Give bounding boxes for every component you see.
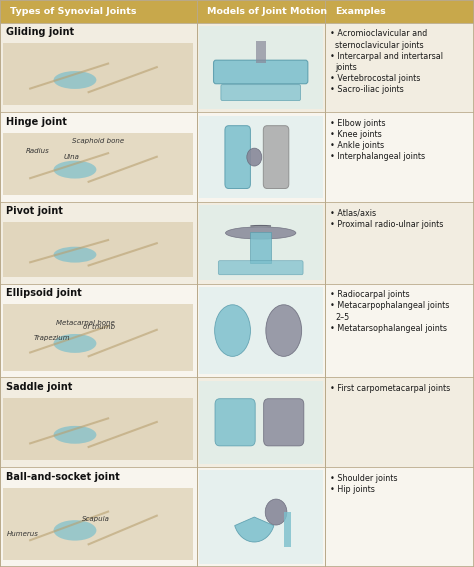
Bar [197,202,325,284]
Text: • Ankle joints: • Ankle joints [330,141,384,150]
Ellipse shape [54,426,96,444]
Ellipse shape [266,304,301,357]
Bar [325,467,474,567]
Bar [0,284,197,378]
Bar [0,467,197,567]
FancyBboxPatch shape [215,399,255,446]
Bar [3,398,193,460]
Bar [250,232,271,263]
Text: Scapula: Scapula [82,516,110,522]
Bar [3,304,193,371]
Bar [325,23,474,112]
Text: • First carpometacarpal joints: • First carpometacarpal joints [330,384,451,393]
FancyBboxPatch shape [219,261,303,275]
Bar [199,287,323,374]
Text: • Shoulder joints: • Shoulder joints [330,474,398,483]
Text: • Atlas/axis: • Atlas/axis [330,209,376,218]
Text: Ulna: Ulna [64,154,80,160]
Bar [325,112,474,202]
Bar [197,467,325,567]
Text: joints: joints [335,63,357,71]
Bar [0,202,197,284]
Bar [199,26,323,109]
Wedge shape [235,517,274,542]
Text: Radius: Radius [26,149,50,154]
Text: 2–5: 2–5 [335,312,349,321]
Ellipse shape [54,160,96,179]
Text: Pivot joint: Pivot joint [6,206,63,217]
Bar [325,284,474,378]
Text: of thumb: of thumb [83,324,115,330]
Bar [197,378,325,467]
Text: • Hip joints: • Hip joints [330,485,375,494]
Text: Metacarpal bone: Metacarpal bone [56,320,115,326]
Bar [0,112,197,202]
Bar [3,222,193,277]
Text: Scaphoid bone: Scaphoid bone [72,138,124,144]
Bar [199,205,323,280]
Ellipse shape [54,334,96,353]
Bar [199,116,323,198]
Text: • Interphalangeal joints: • Interphalangeal joints [330,153,426,161]
Bar [325,378,474,467]
Text: • Intercarpal and intertarsal: • Intercarpal and intertarsal [330,52,443,61]
FancyBboxPatch shape [225,126,250,188]
FancyBboxPatch shape [264,399,304,446]
Bar [325,0,474,23]
Bar [197,23,325,112]
Text: • Metatarsophalangeal joints: • Metatarsophalangeal joints [330,324,447,333]
Bar [3,488,193,560]
Ellipse shape [54,247,96,263]
Bar [197,112,325,202]
Text: • Proximal radio-ulnar joints: • Proximal radio-ulnar joints [330,220,444,229]
Bar [197,0,325,23]
Bar [199,381,323,464]
FancyBboxPatch shape [221,84,301,100]
Text: Ball-and-socket joint: Ball-and-socket joint [6,472,119,481]
Text: • Vertebrocostal joints: • Vertebrocostal joints [330,74,421,83]
Bar [3,133,193,195]
Ellipse shape [54,71,96,89]
Text: Humerus: Humerus [7,531,39,536]
Text: Types of Synovial Joints: Types of Synovial Joints [10,7,137,16]
Text: sternoclavicular joints: sternoclavicular joints [335,41,424,49]
Ellipse shape [54,520,96,540]
FancyBboxPatch shape [213,60,308,84]
Text: • Acromioclavicular and: • Acromioclavicular and [330,29,428,39]
Text: Models of Joint Motion: Models of Joint Motion [207,7,327,16]
Text: • Elbow joints: • Elbow joints [330,119,386,128]
Text: • Knee joints: • Knee joints [330,130,382,139]
Text: Ellipsoid joint: Ellipsoid joint [6,288,82,298]
Bar [325,202,474,284]
Text: Hinge joint: Hinge joint [6,117,66,127]
FancyBboxPatch shape [264,126,289,188]
Bar [255,41,266,63]
Text: Saddle joint: Saddle joint [6,382,72,392]
Bar [284,512,292,547]
Text: Trapezium: Trapezium [34,335,71,341]
Bar [199,471,323,564]
Bar [0,378,197,467]
Text: Examples: Examples [335,7,386,16]
Text: • Sacro-iliac joints: • Sacro-iliac joints [330,85,404,94]
Text: • Radiocarpal joints: • Radiocarpal joints [330,290,410,299]
Ellipse shape [226,227,296,239]
Text: • Metacarpophalangeal joints: • Metacarpophalangeal joints [330,302,450,311]
Bar [197,284,325,378]
Circle shape [265,499,287,525]
Circle shape [247,148,262,166]
Text: Gliding joint: Gliding joint [6,27,74,37]
Bar [0,23,197,112]
Ellipse shape [215,304,250,357]
Bar [0,0,197,23]
Bar [3,43,193,105]
